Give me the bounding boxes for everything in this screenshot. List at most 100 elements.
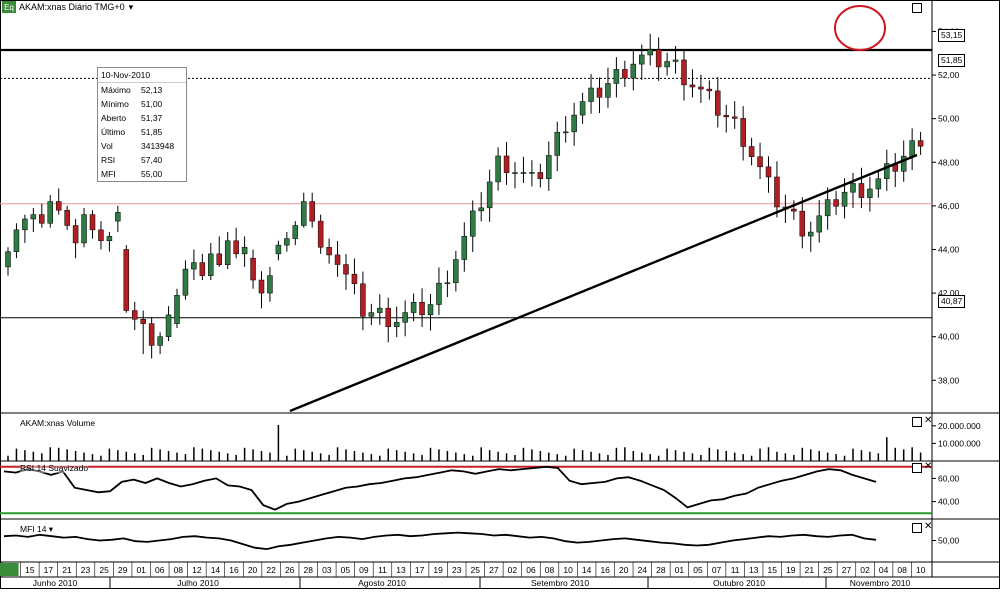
candle [453,259,459,284]
date-label: 14 [211,565,221,575]
candle [224,240,231,265]
candle [436,282,442,305]
date-label: 12 [192,565,202,575]
date-label: 28 [304,565,314,575]
close-icon[interactable]: ✕ [924,461,933,472]
candle [284,238,290,246]
close-icon[interactable]: ✕ [924,521,933,532]
candle [757,156,763,168]
date-label: 06 [155,565,165,575]
instrument-badge: Eq [2,1,16,13]
month-label: Setembro 2010 [531,578,589,588]
date-label: 14 [582,565,592,575]
date-label: 15 [25,565,35,575]
candle [5,251,11,268]
candle [596,87,603,98]
date-label: 02 [508,565,518,575]
candle [799,210,806,237]
tooltip-value: 3413948 [141,141,175,151]
date-label: 17 [415,565,425,575]
date-label: 09 [359,565,369,575]
maximize-icon[interactable] [912,523,922,533]
date-label: 21 [805,565,815,575]
candle [672,59,679,62]
maximize-icon[interactable] [912,417,922,427]
candle [39,214,45,224]
candle [258,279,265,294]
candle [875,178,882,190]
volume-panel-title: AKAM:xnas Volume [20,418,96,428]
candle [571,114,577,133]
rsi-panel-title: RSI 14 Suavizado [20,463,89,473]
price-tick-label: 40,00 [938,332,960,342]
candle [292,225,299,239]
date-label: 25 [471,565,481,575]
date-label: 13 [396,565,406,575]
candle [461,236,468,260]
candle [377,307,383,313]
chevron-down-icon[interactable]: ▾ [128,1,134,12]
candle [579,101,586,116]
candle [520,172,527,174]
month-label: Junho 2010 [33,578,78,588]
tooltip-key: Mínimo [101,99,129,109]
candle [351,273,358,285]
trend-line [289,153,918,413]
candle [731,116,738,119]
date-label: 08 [897,565,907,575]
date-label: 19 [786,565,796,575]
date-label: 01 [136,565,146,575]
candle [723,115,729,118]
date-label: 27 [489,565,499,575]
tooltip-key: Último [101,127,126,137]
candle [343,264,349,275]
candle [89,214,96,231]
tooltip-key: RSI [101,155,116,165]
candle [562,131,569,134]
price-tick-label: 44,00 [938,244,960,254]
date-label: 22 [266,565,276,575]
candle [191,262,197,270]
date-label: 25 [823,565,833,575]
candle [123,249,130,311]
chart-title-bar[interactable]: Eq AKAM:xnas Diário TMG+0 ▾ [0,0,133,14]
candle [444,282,451,285]
maximize-icon[interactable] [912,463,922,473]
date-label: 01 [675,565,685,575]
candle [301,201,307,226]
candle [917,140,924,147]
date-label: 04 [879,565,889,575]
candle [174,295,180,324]
candle [681,59,687,86]
candle [106,236,113,242]
date-label: 20 [619,565,629,575]
candle [824,199,831,217]
tooltip-date: 10-Nov-2010 [98,68,186,83]
date-label: 11 [378,565,387,575]
date-label: 15 [768,565,778,575]
close-icon[interactable]: ✕ [924,415,933,426]
candle [47,201,53,224]
mfi-panel-title[interactable]: MFI 14 ▾ [20,524,54,534]
candle [208,253,214,276]
candle [148,323,155,346]
candle [199,262,206,276]
candle [909,140,915,157]
price-tick-label: 48,00 [938,157,960,167]
support-price-label: 40,87 [938,295,966,308]
date-label: 23 [81,565,91,575]
candle [495,155,501,183]
candle [419,302,425,316]
candle [816,215,822,233]
candle [241,247,248,255]
candle [698,86,704,90]
chart-title: AKAM:xnas Diário TMG+0 [19,2,125,12]
candle [393,322,400,327]
maximize-icon[interactable] [912,3,922,13]
candle [503,155,510,173]
price-tick-label: 38,00 [938,375,960,385]
candle [81,214,87,244]
data-tooltip: 10-Nov-2010 Máximo 52,13 Mínimo 51,00 Aber… [97,67,187,182]
candle [233,240,239,255]
